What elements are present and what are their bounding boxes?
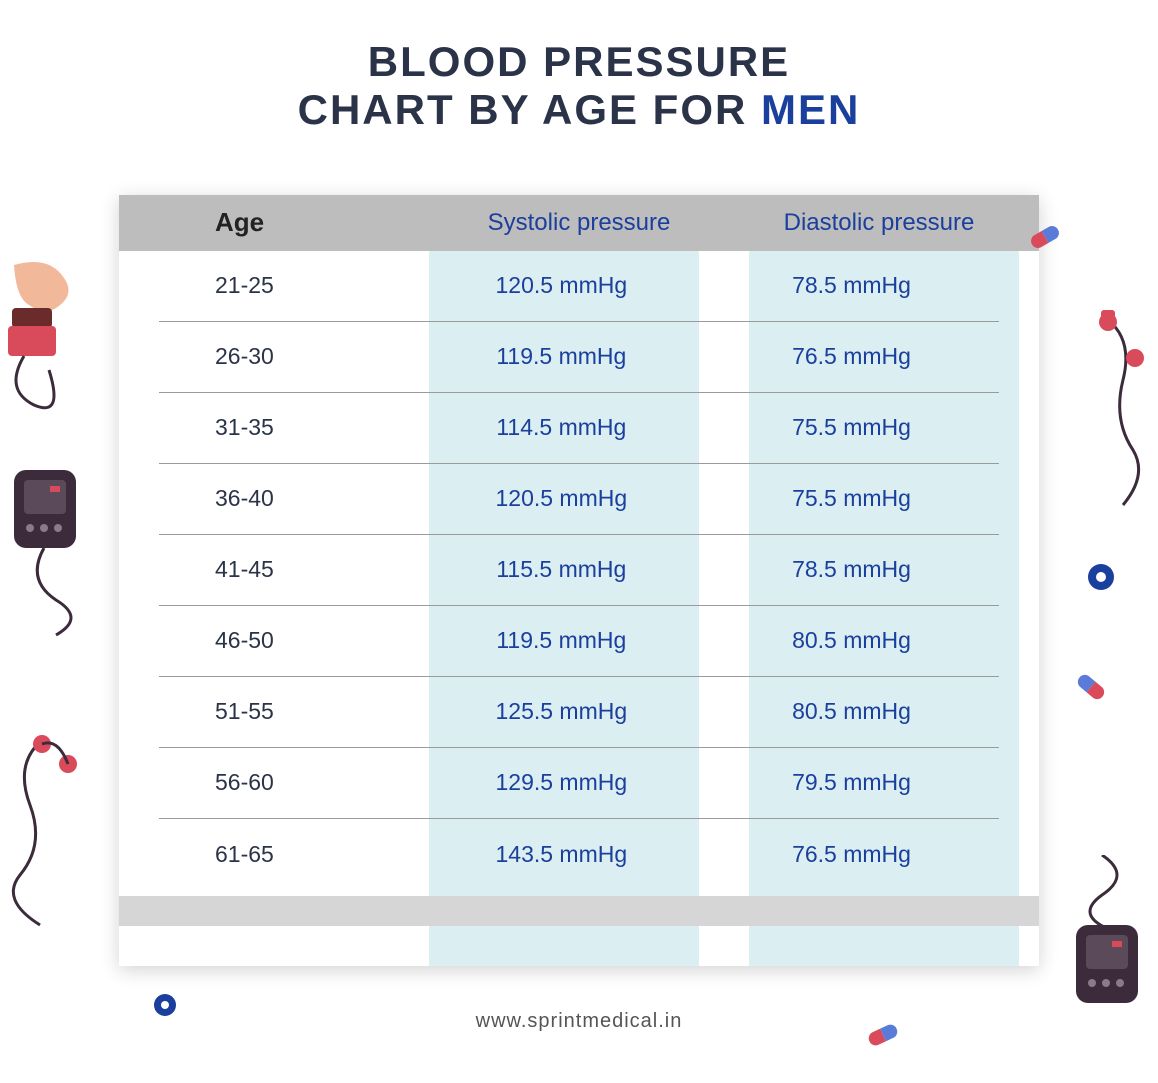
header-age: Age <box>119 207 429 238</box>
cell-diastolic: 76.5 mmHg <box>704 841 999 868</box>
cell-systolic: 119.5 mmHg <box>419 343 704 370</box>
header-systolic: Systolic pressure <box>429 209 729 237</box>
cell-age: 61-65 <box>159 841 419 868</box>
stethoscope-icon <box>0 730 110 940</box>
cell-age: 36-40 <box>159 485 419 512</box>
table-row: 51-55125.5 mmHg80.5 mmHg <box>159 677 999 748</box>
ring-icon <box>1084 560 1118 594</box>
cell-diastolic: 79.5 mmHg <box>704 769 999 796</box>
cell-systolic: 120.5 mmHg <box>419 272 704 299</box>
cell-systolic: 114.5 mmHg <box>419 414 704 441</box>
cell-diastolic: 76.5 mmHg <box>704 343 999 370</box>
table-row: 56-60129.5 mmHg79.5 mmHg <box>159 748 999 819</box>
table-row: 36-40120.5 mmHg75.5 mmHg <box>159 464 999 535</box>
cell-diastolic: 80.5 mmHg <box>704 627 999 654</box>
table-row: 21-25120.5 mmHg78.5 mmHg <box>159 251 999 322</box>
hand-bp-cuff-icon <box>0 250 104 420</box>
title-line-2: CHART BY AGE FOR MEN <box>0 86 1158 134</box>
cell-diastolic: 75.5 mmHg <box>704 485 999 512</box>
bp-monitor-icon <box>6 470 106 640</box>
table-row: 61-65143.5 mmHg76.5 mmHg <box>159 819 999 890</box>
cell-diastolic: 80.5 mmHg <box>704 698 999 725</box>
title-highlight: MEN <box>761 86 860 133</box>
cell-age: 26-30 <box>159 343 419 370</box>
header-diastolic: Diastolic pressure <box>729 209 1029 237</box>
cell-age: 46-50 <box>159 627 419 654</box>
cell-systolic: 120.5 mmHg <box>419 485 704 512</box>
title-line-1: BLOOD PRESSURE <box>0 38 1158 86</box>
page-title-block: BLOOD PRESSURE CHART BY AGE FOR MEN <box>0 0 1158 155</box>
cell-systolic: 125.5 mmHg <box>419 698 704 725</box>
cell-systolic: 119.5 mmHg <box>419 627 704 654</box>
table-row: 31-35114.5 mmHg75.5 mmHg <box>159 393 999 464</box>
table-footer-bar <box>119 896 1039 926</box>
cell-diastolic: 75.5 mmHg <box>704 414 999 441</box>
cell-systolic: 129.5 mmHg <box>419 769 704 796</box>
table-header-row: Age Systolic pressure Diastolic pressure <box>119 195 1039 251</box>
table-row: 46-50119.5 mmHg80.5 mmHg <box>159 606 999 677</box>
cell-age: 21-25 <box>159 272 419 299</box>
cell-systolic: 143.5 mmHg <box>419 841 704 868</box>
stethoscope-icon <box>1063 310 1158 530</box>
title-prefix: CHART BY AGE FOR <box>298 86 761 133</box>
cell-diastolic: 78.5 mmHg <box>704 556 999 583</box>
bp-monitor-icon <box>1052 855 1152 1025</box>
ring-icon <box>150 990 180 1020</box>
bp-table-card: Age Systolic pressure Diastolic pressure… <box>119 195 1039 966</box>
pill-icon <box>1075 672 1107 702</box>
table-body: 21-25120.5 mmHg78.5 mmHg26-30119.5 mmHg7… <box>119 251 1039 890</box>
cell-age: 41-45 <box>159 556 419 583</box>
cell-age: 51-55 <box>159 698 419 725</box>
cell-age: 56-60 <box>159 769 419 796</box>
table-row: 26-30119.5 mmHg76.5 mmHg <box>159 322 999 393</box>
cell-systolic: 115.5 mmHg <box>419 556 704 583</box>
table-row: 41-45115.5 mmHg78.5 mmHg <box>159 535 999 606</box>
cell-diastolic: 78.5 mmHg <box>704 272 999 299</box>
cell-age: 31-35 <box>159 414 419 441</box>
